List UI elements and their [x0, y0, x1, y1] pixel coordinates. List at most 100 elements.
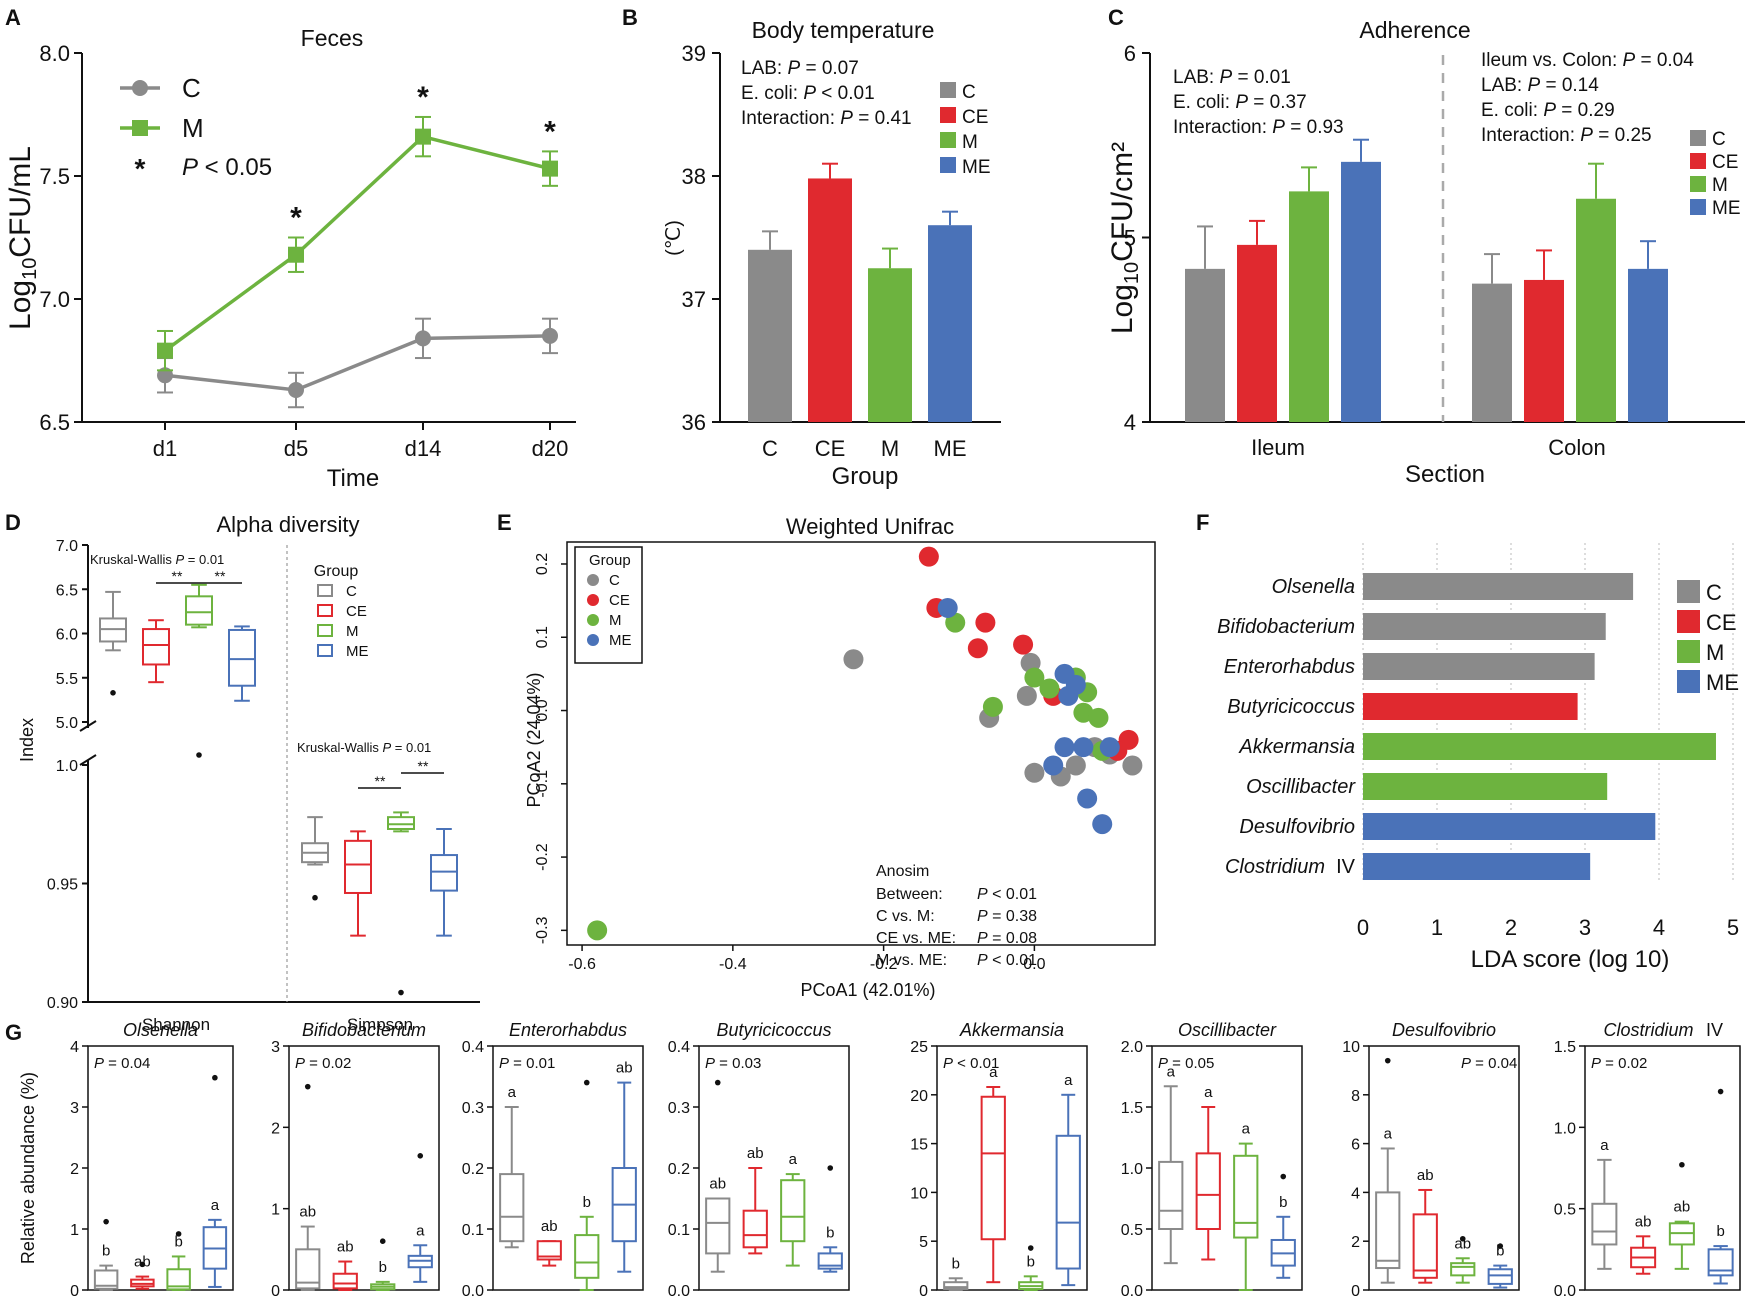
- panel-c-stat-colon: Interaction: P = 0.25: [1481, 125, 1652, 146]
- panel-g-box-m-outlier-0: [379, 1238, 386, 1244]
- panel-e-y-tick-label: 0.2: [534, 553, 551, 575]
- panel-c-stat-ileum: E. coli: P = 0.37: [1173, 92, 1307, 113]
- panel-a-y-tick-label: 7.5: [39, 164, 70, 189]
- panel-g-box-m-outlier-0: [1027, 1245, 1034, 1251]
- panel-b-stat-text: E. coli: P < 0.01: [741, 83, 875, 104]
- panel-c-stat-colon: Ileum vs. Colon: P = 0.04: [1481, 50, 1694, 71]
- panel-a-legend-marker-c: [132, 80, 148, 96]
- panel-a-significance-mark: *: [290, 202, 302, 235]
- panel-e-legend-label: ME: [609, 632, 632, 649]
- panel-d-x-tick-label: Simpson: [347, 1015, 413, 1034]
- panel-a-point-M: [157, 342, 173, 359]
- panel-d-legend-swatch-c: [317, 584, 333, 597]
- panel-g-letter-label: a: [1600, 1137, 1609, 1154]
- panel-g-y-tick-label: 0: [1351, 1283, 1360, 1296]
- panel-b-y-tick-label: 36: [682, 410, 706, 435]
- panel-f-taxon-label: Enterorhabdus: [1224, 656, 1355, 678]
- panel-a-x-tick-label: d14: [405, 436, 442, 461]
- panel-d-simpson-m-box: [387, 816, 415, 830]
- panel-e-x-tick-label: -0.6: [568, 956, 596, 973]
- panel-g-box-me-outlier-0: [827, 1165, 834, 1171]
- panel-d-y-tick-label: 6.0: [56, 627, 78, 644]
- panel-g-y-tick-label: 0.3: [668, 1100, 690, 1117]
- panel-e-x-tick-label: -0.2: [870, 956, 898, 973]
- panel-g-letter-label: b: [1716, 1223, 1724, 1240]
- panel-g-subplot-title: Butyricicoccus: [716, 1020, 831, 1040]
- panel-d-shannon-m-outlier-0: [196, 752, 202, 758]
- panel-e-point-me: [1058, 685, 1079, 706]
- panel-e-legend-label: C: [609, 572, 620, 589]
- panel-g-box-me-outlier-0: [1497, 1243, 1504, 1249]
- panel-g-letter-label: ab: [1635, 1213, 1652, 1230]
- panel-g-letter-label: a: [989, 1064, 998, 1081]
- panel-g-letter-label: b: [1279, 1194, 1287, 1211]
- panel-g-box-c-box: [1591, 1202, 1618, 1246]
- panel-g-subplot-title: Desulfovibrio: [1392, 1020, 1496, 1040]
- panel-a-legend-marker-m: [132, 120, 148, 136]
- panel-f-legend-swatch-me: [1677, 670, 1700, 693]
- panel-e-y-label: PCoA2 (24.04%): [524, 672, 544, 807]
- panel-a-point-C: [288, 382, 304, 399]
- panel-b-legend-label: CE: [962, 107, 988, 128]
- panel-b-x-tick-label: C: [762, 436, 778, 461]
- panel-e-point-ce: [918, 546, 939, 567]
- panel-f-bar-oscillibacter: [1363, 773, 1608, 800]
- panel-d-y-tick-label: 0.90: [47, 995, 78, 1012]
- panel-g-plot-frame: [1584, 1045, 1741, 1291]
- panel-g-y-tick-label: 3: [271, 1039, 280, 1056]
- panel-g-box-c-outlier-0: [1384, 1057, 1391, 1064]
- panel-g-letter-label: a: [508, 1084, 517, 1101]
- panel-g-letter-label: a: [416, 1222, 425, 1239]
- panel-e-y-tick-label: 0.0: [534, 699, 551, 721]
- panel-g-box-me-outlier-0: [212, 1074, 218, 1081]
- panel-c-x-label: Section: [1405, 461, 1485, 488]
- panel-g-y-tick-label: 0.4: [462, 1039, 484, 1056]
- panel-b-title: Body temperature: [752, 17, 935, 43]
- panel-d-shannon-kruskal: Kruskal-Wallis P = 0.01: [90, 552, 224, 567]
- panel-d-simpson-kruskal: Kruskal-Wallis P = 0.01: [297, 740, 431, 755]
- panel-g-box-m-outlier-0: [1459, 1235, 1466, 1242]
- panel-g-box-c-box: [295, 1248, 321, 1290]
- panel-b-legend-swatch-ce: [940, 107, 956, 123]
- panel-a-x-tick-label: d5: [284, 436, 308, 461]
- panel-e-y-tick-label: -0.1: [534, 770, 551, 798]
- panel-e-y-tick-label: -0.2: [534, 843, 551, 871]
- panel-b-y-tick-label: 38: [682, 164, 706, 189]
- panel-d-y-tick-label: 5.0: [56, 715, 78, 732]
- panel-g-letter-label: ab: [134, 1254, 151, 1271]
- panel-c-stat-ileum: LAB: P = 0.01: [1173, 67, 1291, 88]
- panel-g-y-tick-label: 0.0: [668, 1283, 690, 1296]
- panel-g-box-ce-outlier-0: [139, 1261, 146, 1268]
- panel-f-legend-swatch-m: [1677, 640, 1700, 663]
- panel-c-bar-colon-me: [1628, 268, 1668, 422]
- panel-d-legend-swatch-me: [317, 644, 333, 657]
- panel-b-legend-swatch-me: [940, 157, 956, 173]
- panel-f-x-tick-label: 5: [1727, 915, 1739, 940]
- panel-letter-f: F: [1196, 510, 1209, 535]
- panel-g-plot-frame: [288, 1045, 440, 1291]
- panel-g-box-m-outlier-0: [1679, 1161, 1685, 1168]
- panel-g-y-tick-label: 4: [70, 1039, 79, 1056]
- panel-f-legend-label: M: [1706, 640, 1724, 665]
- panel-a-point-M: [288, 246, 304, 263]
- panel-g-letter-label: a: [1204, 1084, 1213, 1101]
- panel-g-box-m-box: [1450, 1262, 1476, 1277]
- panel-a-significance-mark: *: [544, 115, 556, 148]
- panel-a-legend-star: *: [135, 153, 146, 184]
- panel-f-x-tick-label: 3: [1579, 915, 1591, 940]
- panel-d-simpson-ce-box: [344, 839, 372, 894]
- panel-b-bar-c: [748, 249, 792, 422]
- panel-b-bar-m: [868, 268, 912, 422]
- panel-g-y-tick-label: 10: [910, 1185, 928, 1202]
- panel-e-point-c: [1024, 762, 1045, 783]
- panel-c-bar-ileum-ce: [1237, 244, 1277, 422]
- panel-f-bar-bifidobacterium: [1363, 613, 1606, 640]
- panel-e-point-ce: [967, 638, 988, 659]
- panel-e-point-c: [1122, 755, 1143, 776]
- panel-g-y-tick-label: 1: [271, 1202, 280, 1219]
- panel-e-legend-box: [574, 546, 643, 664]
- panel-g-y-tick-label: 0.0: [1121, 1283, 1143, 1296]
- panel-g-y-tick-label: 2.0: [1121, 1039, 1143, 1056]
- panel-g-y-tick-label: 2: [271, 1120, 280, 1137]
- panel-a-series-line-M: [163, 134, 551, 353]
